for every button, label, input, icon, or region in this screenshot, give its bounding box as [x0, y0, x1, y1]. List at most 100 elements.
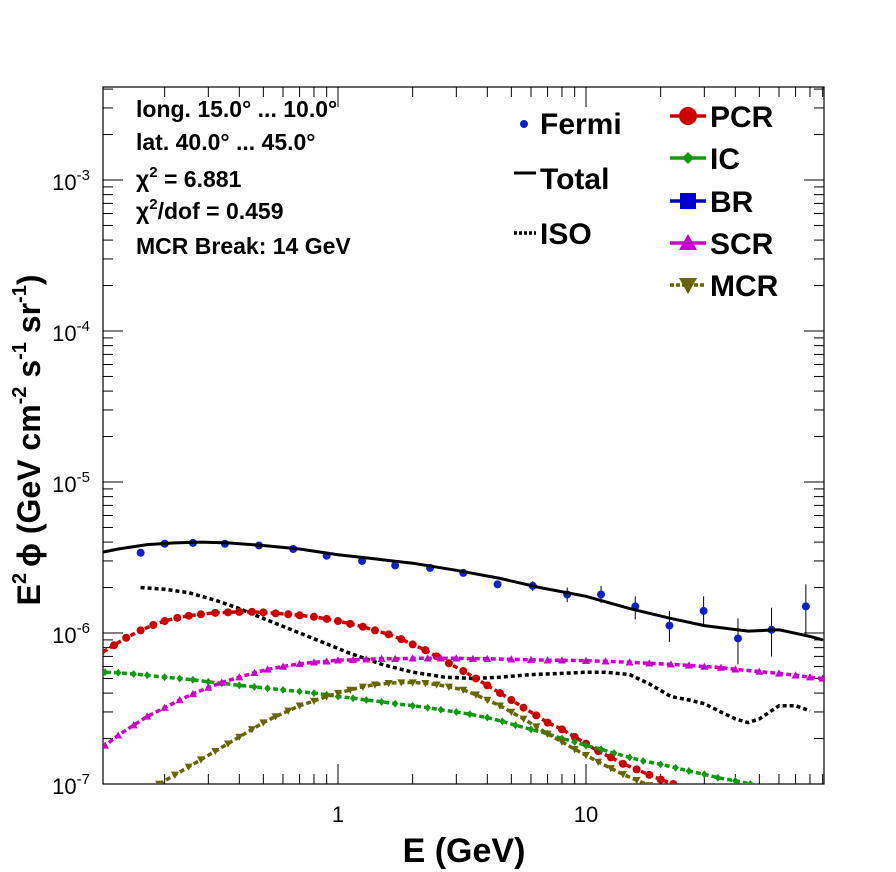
scr-marker [377, 654, 386, 662]
legend-label: ISO [540, 218, 592, 251]
mcr-marker [271, 713, 280, 721]
ic-marker [639, 757, 647, 766]
legend-marker [679, 234, 697, 250]
mcr-marker [532, 723, 541, 731]
scr-marker [204, 683, 213, 691]
pcr-marker [259, 608, 268, 617]
scr-marker [250, 668, 259, 677]
scr-marker [143, 712, 152, 720]
legend-item-fermi: Fermi [520, 108, 622, 141]
pcr-marker [397, 635, 406, 644]
pcr-marker [532, 711, 541, 720]
series-iso [140, 585, 811, 725]
pcr-marker [693, 788, 701, 796]
ic-marker [453, 707, 460, 716]
scr-marker [175, 695, 184, 704]
info-latitude: lat. 40.0° ... 45.0° [136, 129, 316, 155]
legend-marker [680, 193, 696, 209]
pcr-marker [122, 633, 131, 642]
pcr-marker [184, 611, 193, 620]
pcr-marker [543, 718, 552, 727]
scr-marker [408, 654, 417, 662]
legend-label: BR [710, 186, 754, 219]
scr-marker [526, 655, 535, 663]
mcr-marker [582, 752, 590, 760]
series-ic [103, 668, 765, 784]
data-area [86, 538, 824, 798]
mcr-marker [606, 765, 615, 773]
pcr-marker [570, 732, 579, 741]
mcr-marker [408, 679, 417, 687]
ic-marker [264, 684, 271, 693]
pcr-marker [103, 650, 105, 657]
ic-marker [103, 668, 109, 677]
ic-marker [296, 687, 303, 696]
series-mcr [155, 679, 677, 798]
iso-line [140, 585, 811, 725]
fermi-point [665, 621, 674, 630]
mcr-marker [669, 791, 677, 798]
legend-item-ic: IC [670, 143, 740, 176]
mcr-marker [247, 726, 256, 734]
scr-marker [731, 665, 740, 673]
scr-marker [263, 665, 272, 673]
mcr-marker [346, 686, 355, 694]
plot-frame [102, 86, 825, 785]
pcr-marker [86, 657, 94, 665]
y-axis-title: E2ϕ (GeV cm-2 s-1 sr-1) [9, 274, 47, 605]
mcr-marker [543, 730, 552, 738]
ic-marker [161, 673, 168, 682]
mcr-marker [184, 763, 193, 771]
mcr-marker [495, 702, 504, 710]
ic-marker [409, 701, 416, 710]
scr-line [103, 656, 823, 750]
mcr-line [158, 680, 651, 784]
scr-marker [645, 659, 654, 667]
ic-marker [747, 780, 754, 784]
scr-marker [86, 753, 94, 760]
svg-text:E2ϕ (GeV cm-2 s-1 sr-1): E2ϕ (GeV cm-2 s-1 sr-1) [9, 274, 47, 605]
mcr-marker [309, 697, 318, 705]
legend-right: PCR IC BR SCR MCR [670, 101, 779, 303]
ic-marker [115, 668, 122, 677]
legend-label: SCR [710, 228, 774, 261]
mcr-marker [507, 708, 516, 716]
legend-left: Fermi Total ISO [514, 108, 622, 251]
y-title-sup1: 2 [9, 573, 31, 584]
legend-label: PCR [710, 101, 774, 134]
scr-marker [791, 671, 800, 679]
legend-item-br: BR [670, 186, 754, 219]
scr-marker [805, 673, 814, 681]
pcr-marker [346, 619, 355, 628]
scr-marker [716, 663, 725, 671]
mcr-marker [235, 733, 244, 741]
scr-marker [507, 655, 516, 663]
legend-label: IC [710, 143, 740, 176]
pcr-marker [619, 759, 628, 768]
pcr-marker [681, 784, 689, 792]
mcr-marker [384, 680, 393, 688]
pcr-marker [371, 626, 380, 635]
pcr-marker [519, 703, 528, 712]
fermi-point [136, 548, 145, 557]
y-tick-label: 10-4 [52, 318, 90, 346]
info-longitude: long. 15.0° ... 10.0° [136, 96, 337, 122]
mcr-marker [223, 740, 232, 748]
ic-marker [310, 689, 318, 698]
mcr-marker [459, 686, 468, 694]
scr-marker [391, 654, 400, 662]
pcr-marker [136, 626, 145, 635]
mcr-marker [483, 696, 492, 704]
mcr-marker [155, 780, 164, 784]
scr-marker [483, 654, 492, 662]
ic-marker [205, 677, 212, 686]
mcr-marker [645, 782, 654, 784]
pcr-marker [645, 770, 654, 779]
mcr-marker [432, 681, 441, 689]
legend-point-symbol [520, 120, 528, 128]
pcr-marker [223, 608, 232, 617]
y-title-close: ) [11, 274, 47, 285]
mcr-marker [519, 715, 528, 723]
legend-marker [682, 152, 694, 164]
